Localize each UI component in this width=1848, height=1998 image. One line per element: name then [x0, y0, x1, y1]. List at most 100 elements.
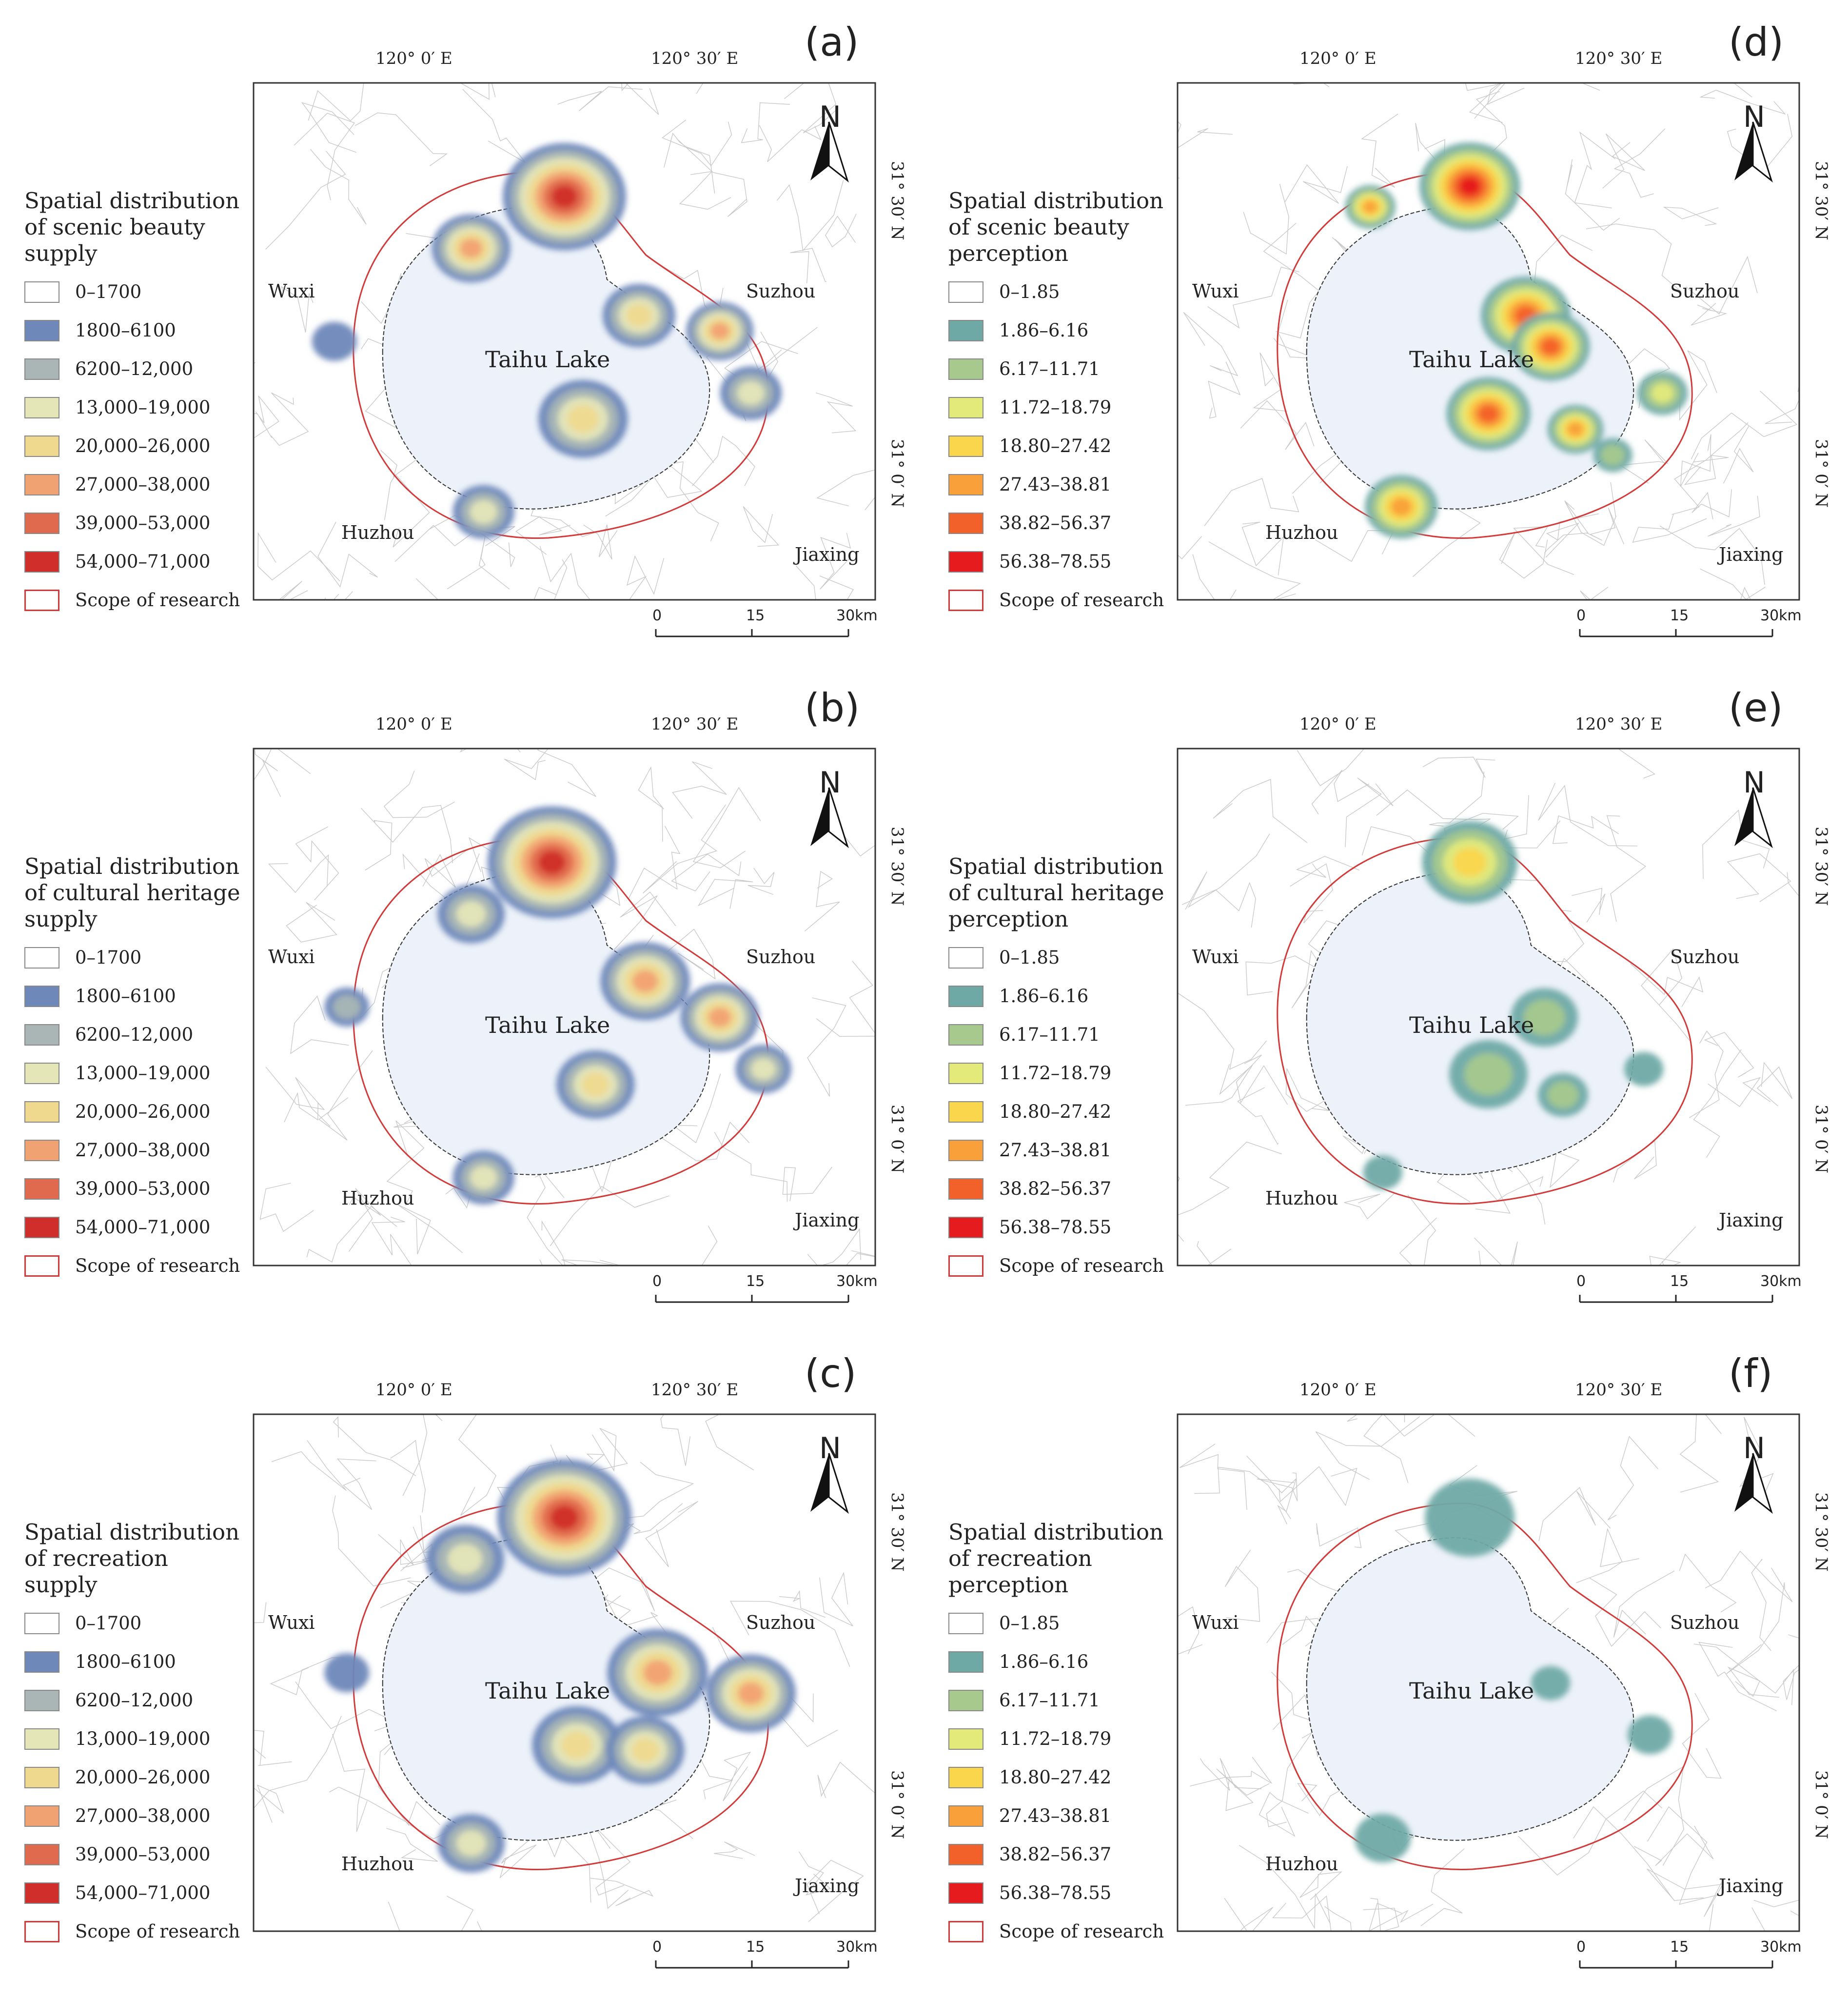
legend-swatch	[948, 1882, 983, 1904]
legend-item: 11.72–18.79	[948, 1720, 1178, 1758]
legend-title: Spatial distribution of recreation percept…	[948, 1519, 1164, 1598]
legend-item: 1800–6100	[24, 1642, 254, 1681]
legend-item: 13,000–19,000	[24, 1720, 254, 1758]
lat-label-31-0: 31° 0′ N	[1811, 1105, 1831, 1173]
legend-label: 0–1.85	[999, 281, 1060, 302]
north-label: N	[1743, 100, 1765, 134]
legend-swatch	[948, 1805, 983, 1827]
legend-item: 56.38–78.55	[948, 1874, 1178, 1912]
north-label: N	[819, 766, 841, 800]
hotspot-0	[497, 1459, 632, 1576]
hotspot-2	[602, 284, 676, 347]
hotspot-0	[487, 806, 617, 919]
legend-label: 1.86–6.16	[999, 986, 1089, 1007]
legend-swatch	[24, 281, 59, 303]
legend-label: 0–1700	[75, 947, 142, 968]
city-label-wuxi: Wuxi	[1192, 1612, 1239, 1633]
legend-item: 54,000–71,000	[24, 542, 254, 581]
lon-label-120-30: 120° 30′ E	[1575, 714, 1663, 734]
legend-swatch	[948, 1216, 983, 1238]
city-label-suzhou: Suzhou	[746, 946, 816, 968]
legend-swatch	[948, 947, 983, 969]
lake-label: Taihu Lake	[1409, 1678, 1534, 1704]
hotspot-4	[538, 380, 628, 458]
north-arrow-icon	[810, 1453, 849, 1514]
legend-swatch-scope	[24, 1255, 59, 1277]
legend-item: 6.17–11.71	[948, 1015, 1178, 1054]
legend-swatch	[948, 985, 983, 1007]
map-svg	[253, 748, 876, 1303]
legend-swatch	[24, 435, 59, 457]
map-svg	[253, 1413, 876, 1969]
panel-label: (c)	[805, 1351, 857, 1396]
legend-item: 27,000–38,000	[24, 465, 254, 504]
lake-label: Taihu Lake	[485, 1678, 610, 1704]
legend-item: 0–1.85	[948, 1604, 1178, 1642]
legend-swatch	[948, 281, 983, 303]
lon-label-120-30: 120° 30′ E	[651, 49, 739, 68]
lat-label-31-30: 31° 30′ N	[1811, 1492, 1831, 1572]
legend-label: 20,000–26,000	[75, 1767, 211, 1788]
hotspot-5	[1363, 1155, 1402, 1190]
hotspot-1	[437, 885, 505, 944]
legend-swatch	[24, 1024, 59, 1046]
hotspot-3	[1537, 1073, 1589, 1117]
legend-swatch	[948, 358, 983, 380]
legend-item: 56.38–78.55	[948, 1208, 1178, 1246]
legend-swatch-scope	[948, 589, 983, 611]
legend-swatch	[24, 1612, 59, 1634]
legend-label: 20,000–26,000	[75, 1101, 211, 1122]
legend-label: 27,000–38,000	[75, 1805, 211, 1826]
map-svg	[1177, 1413, 1800, 1969]
hotspot-1	[1511, 988, 1578, 1047]
taihu-lake-shape	[1306, 1537, 1634, 1841]
hotspot-1	[1345, 185, 1396, 229]
legend-item: 27.43–38.81	[948, 1131, 1178, 1169]
legend-item-scope: Scope of research	[948, 1912, 1178, 1951]
legend-label: 11.72–18.79	[999, 397, 1112, 418]
legend-item: 20,000–26,000	[24, 427, 254, 465]
legend-item: 1.86–6.16	[948, 311, 1178, 350]
legend-item: 11.72–18.79	[948, 1054, 1178, 1092]
scale-label-zero: 0	[1576, 1273, 1586, 1290]
legend-swatch	[948, 1612, 983, 1634]
map-svg	[1177, 82, 1800, 637]
legend-label: 39,000–53,000	[75, 513, 211, 534]
city-label-jiaxing: Jiaxing	[795, 1875, 860, 1897]
lake-label: Taihu Lake	[1409, 1012, 1534, 1038]
scale-label-end: 30km	[836, 1939, 878, 1956]
scale-label-mid: 15	[746, 1939, 765, 1956]
lat-label-31-0: 31° 0′ N	[887, 1105, 907, 1173]
legend-item: 6200–12,000	[24, 1015, 254, 1054]
hotspot-2	[607, 1629, 708, 1717]
city-label-jiaxing: Jiaxing	[1719, 544, 1784, 565]
hotspot-2	[1449, 1040, 1528, 1108]
scale-label-mid: 15	[746, 607, 765, 624]
hotspot-3	[680, 983, 759, 1052]
legend-item: 1800–6100	[24, 311, 254, 350]
city-label-suzhou: Suzhou	[1670, 280, 1740, 302]
scale-label-mid: 15	[1670, 1273, 1689, 1290]
legend-label: 54,000–71,000	[75, 1882, 211, 1903]
lake-label: Taihu Lake	[485, 1012, 610, 1038]
legend-item: 18.80–27.42	[948, 1092, 1178, 1131]
scale-label-zero: 0	[1576, 607, 1586, 624]
scale-bar	[1579, 1960, 1773, 1969]
scale-label-zero: 0	[652, 1939, 662, 1956]
legend: Spatial distribution of recreation supply 0…	[24, 1519, 254, 1951]
hotspot-4	[556, 1050, 635, 1119]
legend-label: 18.80–27.42	[999, 435, 1112, 456]
legend-swatch-scope	[24, 589, 59, 611]
city-label-suzhou: Suzhou	[746, 280, 816, 302]
hotspot-2	[600, 942, 690, 1020]
panel-label: (e)	[1729, 685, 1783, 731]
north-arrow-icon	[810, 787, 849, 849]
legend-swatch	[948, 1766, 983, 1788]
legend-swatch	[24, 1651, 59, 1673]
legend-label: 56.38–78.55	[999, 551, 1112, 572]
hotspot-4	[1624, 1052, 1664, 1087]
hotspot-7	[1637, 371, 1688, 415]
city-label-jiaxing: Jiaxing	[1719, 1209, 1784, 1231]
scale-bar	[655, 1295, 849, 1303]
legend-label: 0–1700	[75, 281, 142, 302]
